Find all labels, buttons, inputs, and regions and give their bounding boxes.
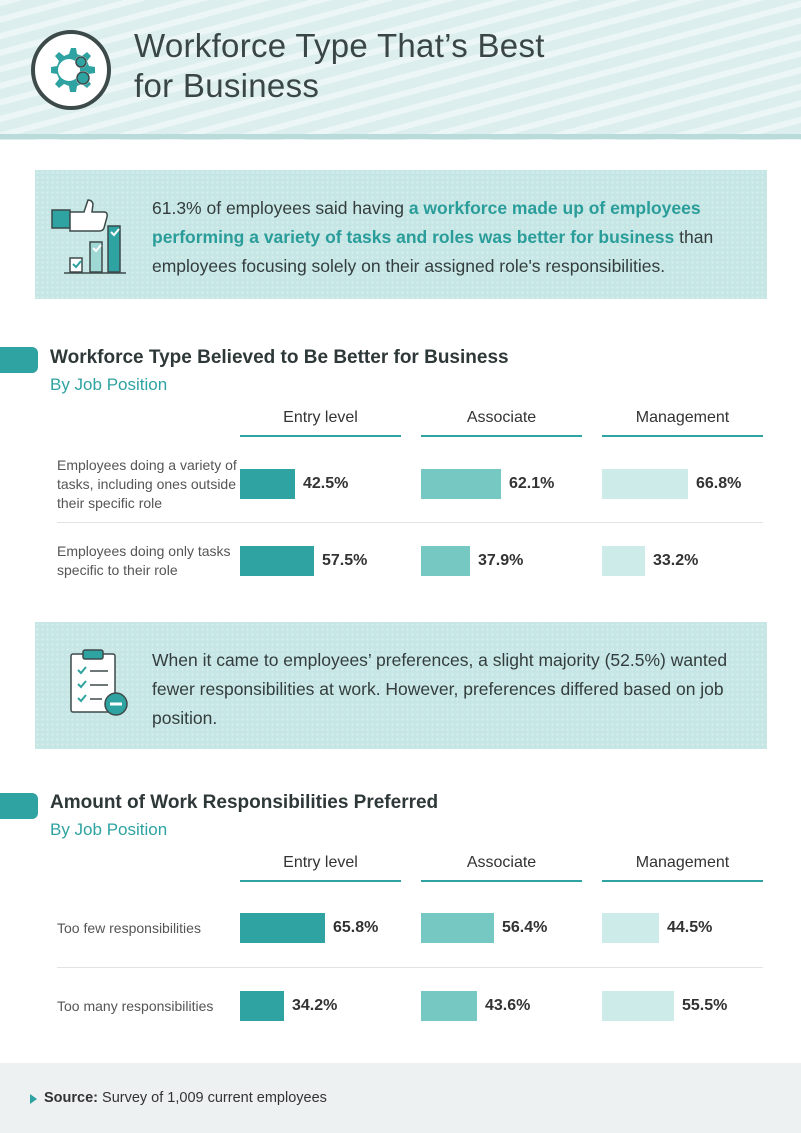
column-header: Associate <box>421 409 582 437</box>
row-label: Too many responsibilities <box>57 997 214 1014</box>
source-value: Survey of 1,009 current employees <box>98 1090 327 1106</box>
callout-text-2: When it came to employees’ preferences, … <box>152 650 728 728</box>
bar <box>602 991 674 1021</box>
section-marker <box>0 347 38 373</box>
data-label: 62.1% <box>509 475 555 492</box>
bar <box>421 469 501 499</box>
chart1-subtitle: By Job Position <box>50 375 168 394</box>
bar <box>240 546 314 576</box>
source-text: Source: Survey of 1,009 current employee… <box>44 1090 327 1106</box>
header-divider <box>0 134 801 139</box>
chart2-title: Amount of Work Responsibilities Preferre… <box>50 792 439 813</box>
row-label: Employees doing only tasks specific to t… <box>57 543 231 578</box>
header-banner <box>0 0 801 140</box>
bar <box>240 469 295 499</box>
thumbs-up-chart-icon <box>50 196 132 283</box>
data-label: 33.2% <box>653 552 699 569</box>
column-header: Management <box>602 854 763 882</box>
callout-text-post: than employees focusing solely on their … <box>152 227 714 276</box>
callout-preferences: When it came to employees’ preferences, … <box>35 622 767 749</box>
source-footer: Source: Survey of 1,009 current employee… <box>0 1063 801 1133</box>
data-label: 57.5% <box>322 552 368 569</box>
data-label: 42.5% <box>303 475 349 492</box>
column-header: Entry level <box>240 409 401 437</box>
gear-icon <box>31 30 111 110</box>
callout-workforce-stat: 61.3% of employees said having a workfor… <box>35 170 767 299</box>
clipboard-icon <box>68 648 130 725</box>
triangle-right-icon <box>30 1094 37 1104</box>
data-label: 44.5% <box>667 919 713 936</box>
bar <box>602 469 688 499</box>
row-label: Employees doing a variety of tasks, incl… <box>57 456 237 511</box>
bar <box>421 913 494 943</box>
page-title-line-2: for Business <box>134 67 320 104</box>
callout-text-pre: 61.3% of employees said having <box>152 198 409 218</box>
bar <box>240 913 325 943</box>
data-label: 56.4% <box>502 919 548 936</box>
bar <box>602 546 645 576</box>
chart2-subtitle: By Job Position <box>50 820 168 839</box>
data-label: 37.9% <box>478 552 524 569</box>
column-header: Entry level <box>240 854 401 882</box>
section-marker <box>0 793 38 819</box>
row-divider <box>57 967 763 968</box>
chart1-title: Workforce Type Believed to Be Better for… <box>50 347 509 368</box>
data-label: 34.2% <box>292 997 338 1014</box>
data-label: 66.8% <box>696 475 742 492</box>
page-title-line-1: Workforce Type That’s Best <box>134 27 545 64</box>
data-label: 55.5% <box>682 997 728 1014</box>
callout-text-highlight: a workforce made up of employees perform… <box>152 198 701 247</box>
column-header: Management <box>602 409 763 437</box>
data-label: 43.6% <box>485 997 531 1014</box>
column-header: Associate <box>421 854 582 882</box>
bar <box>602 913 659 943</box>
page-title: Workforce Type That’s Best for Business <box>134 26 734 106</box>
callout-text: 61.3% of employees said having a workfor… <box>152 194 752 281</box>
bar <box>240 991 284 1021</box>
bar <box>421 991 477 1021</box>
bar <box>421 546 470 576</box>
source-label: Source: <box>44 1090 98 1106</box>
row-divider <box>57 522 763 523</box>
data-label: 65.8% <box>333 919 379 936</box>
row-label: Too few responsibilities <box>57 919 201 936</box>
